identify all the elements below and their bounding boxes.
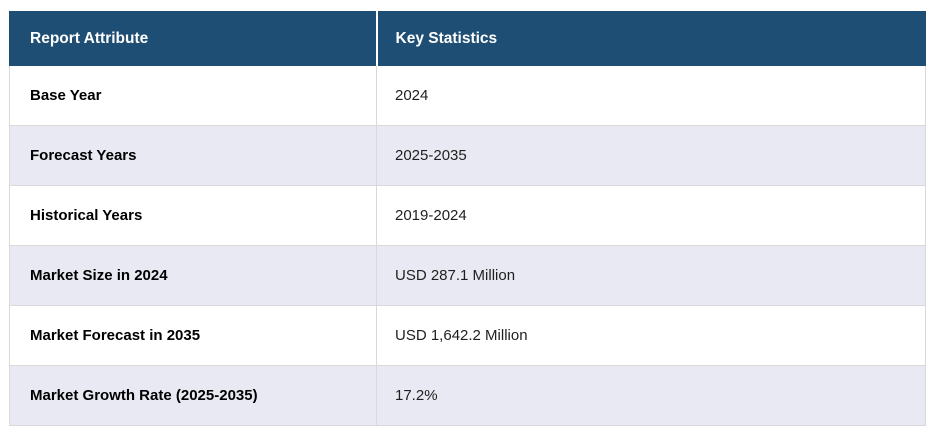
- value-cell: 2024: [376, 65, 926, 126]
- value-cell: USD 287.1 Million: [376, 245, 926, 306]
- attribute-cell: Market Forecast in 2035: [9, 305, 377, 366]
- report-statistics-table-container: Report Attribute Key Statistics Base Yea…: [9, 11, 926, 426]
- value-cell: USD 1,642.2 Million: [376, 305, 926, 366]
- table-header: Report Attribute Key Statistics: [9, 11, 926, 66]
- attribute-cell: Market Growth Rate (2025-2035): [9, 365, 377, 426]
- table-row: Historical Years 2019-2024: [9, 185, 926, 246]
- attribute-cell: Historical Years: [9, 185, 377, 246]
- attribute-cell: Base Year: [9, 65, 377, 126]
- column-header-key-statistics: Key Statistics: [375, 11, 926, 66]
- value-cell: 17.2%: [376, 365, 926, 426]
- table-row: Forecast Years 2025-2035: [9, 125, 926, 186]
- attribute-cell: Forecast Years: [9, 125, 377, 186]
- report-statistics-table: Report Attribute Key Statistics Base Yea…: [9, 11, 926, 426]
- table-row: Market Growth Rate (2025-2035) 17.2%: [9, 365, 926, 426]
- header-row: Report Attribute Key Statistics: [9, 11, 926, 66]
- table-row: Base Year 2024: [9, 65, 926, 126]
- value-cell: 2025-2035: [376, 125, 926, 186]
- table-row: Market Size in 2024 USD 287.1 Million: [9, 245, 926, 306]
- table-body: Base Year 2024 Forecast Years 2025-2035 …: [9, 65, 926, 426]
- value-cell: 2019-2024: [376, 185, 926, 246]
- column-header-report-attribute: Report Attribute: [9, 11, 377, 66]
- table-row: Market Forecast in 2035 USD 1,642.2 Mill…: [9, 305, 926, 366]
- attribute-cell: Market Size in 2024: [9, 245, 377, 306]
